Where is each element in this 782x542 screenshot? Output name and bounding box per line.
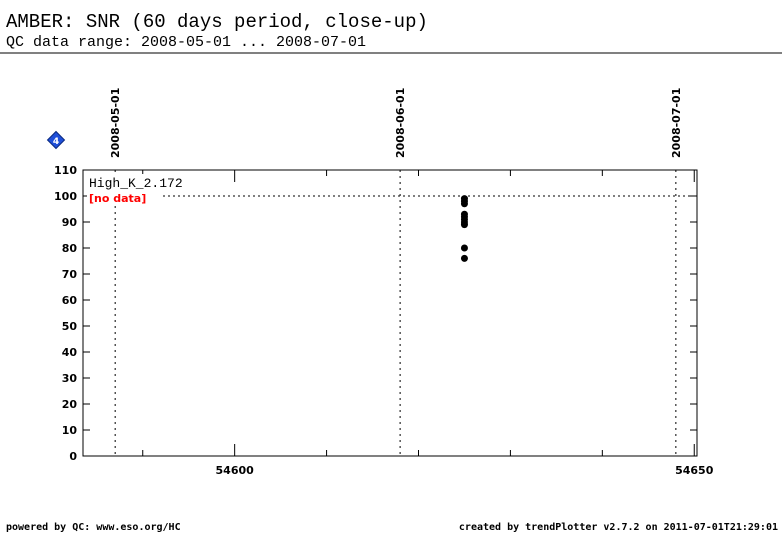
date-label: 2008-07-01 [670,88,683,158]
y-tick-label: 50 [62,320,78,333]
title: AMBER: SNR (60 days period, close-up) [6,11,428,33]
badge-diamond [46,130,66,150]
x-tick-label: 54600 [216,464,255,477]
data-point [460,244,468,252]
y-tick-label: 30 [62,372,78,385]
x-tick-label: 54650 [675,464,714,477]
legend-bg [87,174,163,206]
series-name: High_K_2.172 [89,176,183,191]
badge-label: 4 [53,137,59,147]
date-label: 2008-05-01 [109,88,122,158]
annotation: [no data] [89,192,146,205]
y-tick-label: 60 [62,294,78,307]
data-point [460,221,468,229]
y-tick-label: 70 [62,268,78,281]
y-tick-label: 0 [69,450,77,463]
y-tick-label: 90 [62,216,78,229]
y-tick-label: 80 [62,242,78,255]
y-tick-label: 100 [54,190,77,203]
subtitle: QC data range: 2008-05-01 ... 2008-07-01 [6,34,366,51]
y-tick-label: 10 [62,424,78,437]
plot-frame [82,169,698,457]
data-point [460,200,468,208]
date-label: 2008-06-01 [394,88,407,158]
badge: 4 [46,130,66,150]
footer-left: powered by QC: www.eso.org/HC [6,522,181,533]
data-point [460,254,468,262]
y-tick-label: 40 [62,346,78,359]
footer-right: created by trendPlotter v2.7.2 on 2011-0… [459,522,778,533]
y-tick-label: 20 [62,398,78,411]
y-tick-label: 110 [54,164,77,177]
